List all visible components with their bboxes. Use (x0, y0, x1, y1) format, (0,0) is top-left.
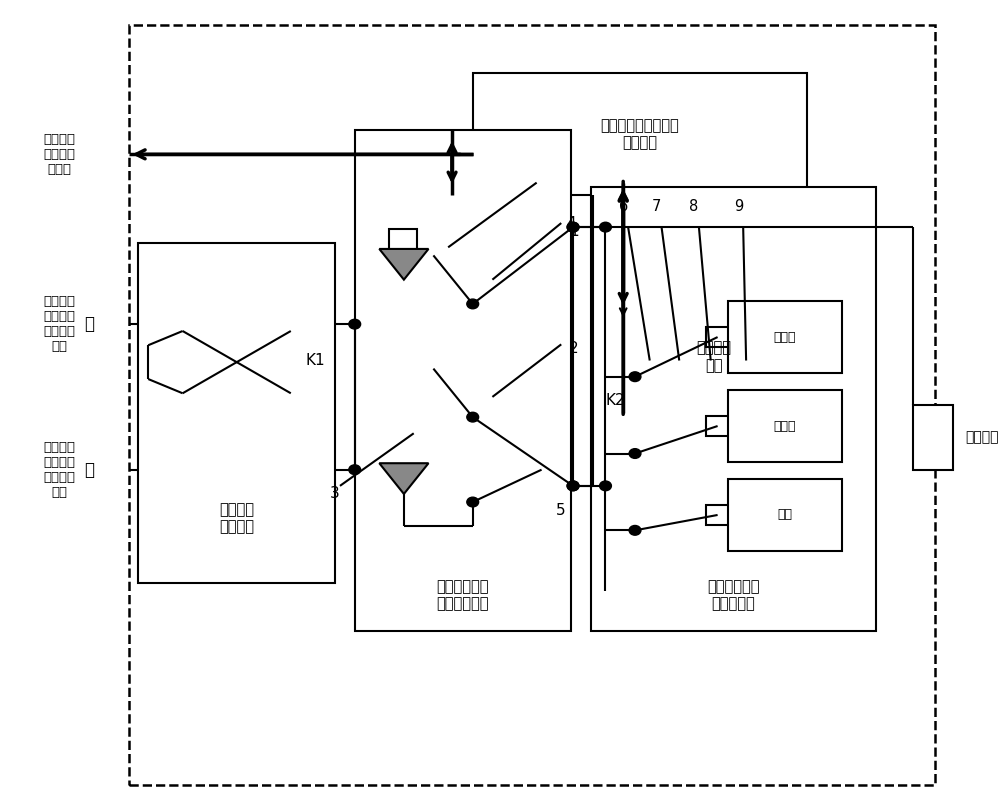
Text: 连接矢量
网络分析
仪测量接
收机: 连接矢量 网络分析 仪测量接 收机 (44, 295, 76, 353)
Text: 5: 5 (556, 503, 566, 518)
Circle shape (467, 299, 479, 309)
Text: 3: 3 (330, 487, 340, 501)
Text: 控制电路和校准数据
存储单元: 控制电路和校准数据 存储单元 (601, 118, 679, 151)
Text: 矢量网络
分析仪总
线接口: 矢量网络 分析仪总 线接口 (44, 133, 76, 176)
FancyBboxPatch shape (355, 130, 571, 632)
Circle shape (567, 222, 579, 232)
Text: 8: 8 (689, 199, 699, 215)
Text: 反射: 反射 (777, 509, 792, 522)
Circle shape (467, 497, 479, 507)
Circle shape (567, 481, 579, 491)
Text: K2: K2 (605, 394, 625, 408)
Circle shape (567, 222, 579, 232)
FancyBboxPatch shape (129, 25, 935, 785)
Text: 定向耦合
电桥单元: 定向耦合 电桥单元 (219, 502, 254, 535)
Text: 连接矢量
网络分析
仪激励输
出端: 连接矢量 网络分析 仪激励输 出端 (44, 441, 76, 499)
Text: K1: K1 (306, 353, 325, 368)
FancyBboxPatch shape (706, 505, 729, 525)
Text: 9: 9 (734, 199, 743, 215)
Text: 短路器: 短路器 (774, 330, 796, 343)
Circle shape (629, 526, 641, 535)
Text: 匹配器: 匹配器 (774, 420, 796, 433)
Circle shape (349, 465, 361, 475)
FancyBboxPatch shape (620, 300, 807, 413)
FancyBboxPatch shape (473, 74, 807, 194)
FancyBboxPatch shape (728, 390, 842, 462)
Text: 《: 《 (84, 315, 94, 333)
Circle shape (600, 222, 611, 232)
FancyBboxPatch shape (138, 243, 335, 583)
Text: 4: 4 (566, 215, 576, 231)
FancyBboxPatch shape (728, 301, 842, 373)
Polygon shape (379, 249, 428, 279)
Text: 宽带微波电子
同步开关单元: 宽带微波电子 同步开关单元 (437, 579, 489, 612)
Circle shape (467, 412, 479, 422)
Text: 温度检测
电路: 温度检测 电路 (696, 340, 731, 373)
Circle shape (629, 372, 641, 382)
Circle shape (567, 481, 579, 491)
Text: 自动单端口电
子校准单元: 自动单端口电 子校准单元 (707, 579, 760, 612)
Text: 》: 》 (84, 461, 94, 479)
Text: 测试端口: 测试端口 (965, 430, 999, 445)
Text: 7: 7 (652, 199, 661, 215)
FancyBboxPatch shape (706, 416, 729, 436)
Circle shape (600, 481, 611, 491)
Text: 1: 1 (569, 224, 579, 239)
FancyBboxPatch shape (913, 405, 953, 470)
Circle shape (349, 319, 361, 329)
FancyBboxPatch shape (591, 186, 876, 632)
Text: 6: 6 (619, 199, 628, 215)
FancyBboxPatch shape (728, 480, 842, 551)
FancyBboxPatch shape (389, 228, 417, 251)
Polygon shape (379, 463, 428, 494)
Text: 2: 2 (569, 341, 579, 356)
FancyBboxPatch shape (706, 327, 729, 347)
Circle shape (629, 449, 641, 458)
